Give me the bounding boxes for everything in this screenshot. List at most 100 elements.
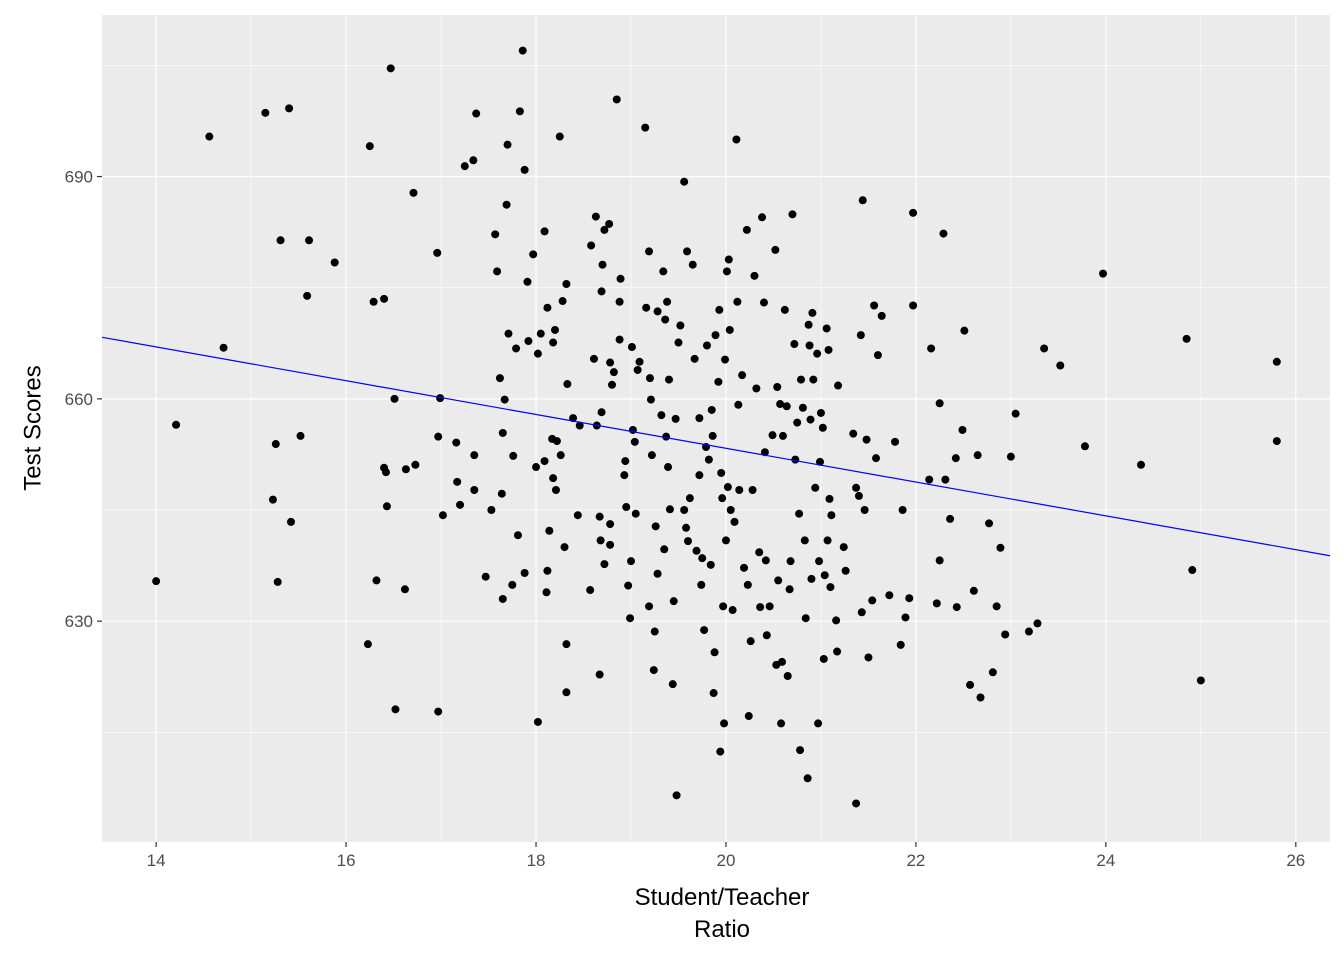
- point: [533, 349, 542, 358]
- point: [1272, 437, 1281, 446]
- point: [788, 210, 797, 219]
- point: [692, 546, 701, 555]
- point: [768, 431, 777, 440]
- point: [885, 591, 894, 600]
- point: [663, 297, 672, 306]
- point: [595, 512, 604, 521]
- point: [518, 46, 527, 55]
- point: [533, 717, 542, 726]
- point: [503, 140, 512, 149]
- point: [790, 340, 799, 349]
- point: [552, 437, 561, 446]
- point: [826, 583, 835, 592]
- point: [804, 320, 813, 329]
- point: [543, 566, 552, 575]
- point: [935, 556, 944, 565]
- point: [872, 454, 881, 463]
- point: [760, 448, 769, 457]
- point: [909, 208, 918, 217]
- point: [436, 394, 445, 403]
- point: [815, 557, 824, 566]
- point: [958, 425, 967, 434]
- point: [587, 241, 596, 250]
- y-tick-label: 690: [65, 168, 93, 187]
- point: [824, 345, 833, 354]
- point: [606, 540, 615, 549]
- point: [400, 585, 409, 594]
- point: [645, 247, 654, 256]
- point: [662, 432, 671, 441]
- point: [626, 557, 635, 566]
- point: [286, 517, 295, 526]
- point: [504, 329, 513, 338]
- point: [470, 486, 479, 495]
- point: [664, 463, 673, 472]
- point: [520, 569, 529, 578]
- point: [738, 371, 747, 380]
- point: [365, 142, 374, 151]
- point: [560, 543, 569, 552]
- point: [540, 227, 549, 236]
- point: [725, 325, 734, 334]
- point: [862, 435, 871, 444]
- point: [672, 791, 681, 800]
- point: [536, 329, 545, 338]
- point: [905, 594, 914, 603]
- point: [811, 483, 820, 492]
- point: [685, 494, 694, 503]
- point: [630, 437, 639, 446]
- point: [756, 603, 765, 612]
- point: [755, 548, 764, 557]
- point: [381, 468, 390, 477]
- point: [823, 536, 832, 545]
- x-tick-label: 16: [337, 851, 356, 870]
- point: [515, 107, 524, 116]
- point: [481, 572, 490, 581]
- point: [653, 569, 662, 578]
- point: [873, 351, 882, 360]
- point: [285, 104, 294, 113]
- point: [708, 431, 717, 440]
- point: [951, 454, 960, 463]
- point: [778, 431, 787, 440]
- point: [1024, 627, 1033, 636]
- point: [653, 307, 662, 316]
- point: [710, 648, 719, 657]
- point: [721, 536, 730, 545]
- point: [743, 580, 752, 589]
- point: [609, 368, 618, 377]
- point: [460, 162, 469, 171]
- point: [391, 705, 400, 714]
- point: [985, 519, 994, 528]
- point: [992, 602, 1001, 611]
- point: [543, 303, 552, 312]
- point: [969, 586, 978, 595]
- point: [724, 255, 733, 264]
- point: [854, 491, 863, 500]
- point: [891, 437, 900, 446]
- point: [939, 229, 948, 238]
- point: [669, 597, 678, 606]
- point: [932, 599, 941, 608]
- point: [152, 577, 161, 586]
- point: [996, 543, 1005, 552]
- point: [438, 511, 447, 520]
- point: [508, 580, 517, 589]
- point: [719, 602, 728, 611]
- point: [742, 225, 751, 234]
- point: [470, 451, 479, 460]
- point: [591, 212, 600, 221]
- point: [491, 230, 500, 239]
- point: [606, 520, 615, 529]
- point: [927, 344, 936, 353]
- point: [1006, 452, 1015, 461]
- point: [877, 311, 886, 320]
- point: [695, 471, 704, 480]
- point: [513, 531, 522, 540]
- point: [631, 509, 640, 518]
- point: [529, 250, 538, 259]
- point: [868, 596, 877, 605]
- point: [549, 338, 558, 347]
- point: [925, 475, 934, 484]
